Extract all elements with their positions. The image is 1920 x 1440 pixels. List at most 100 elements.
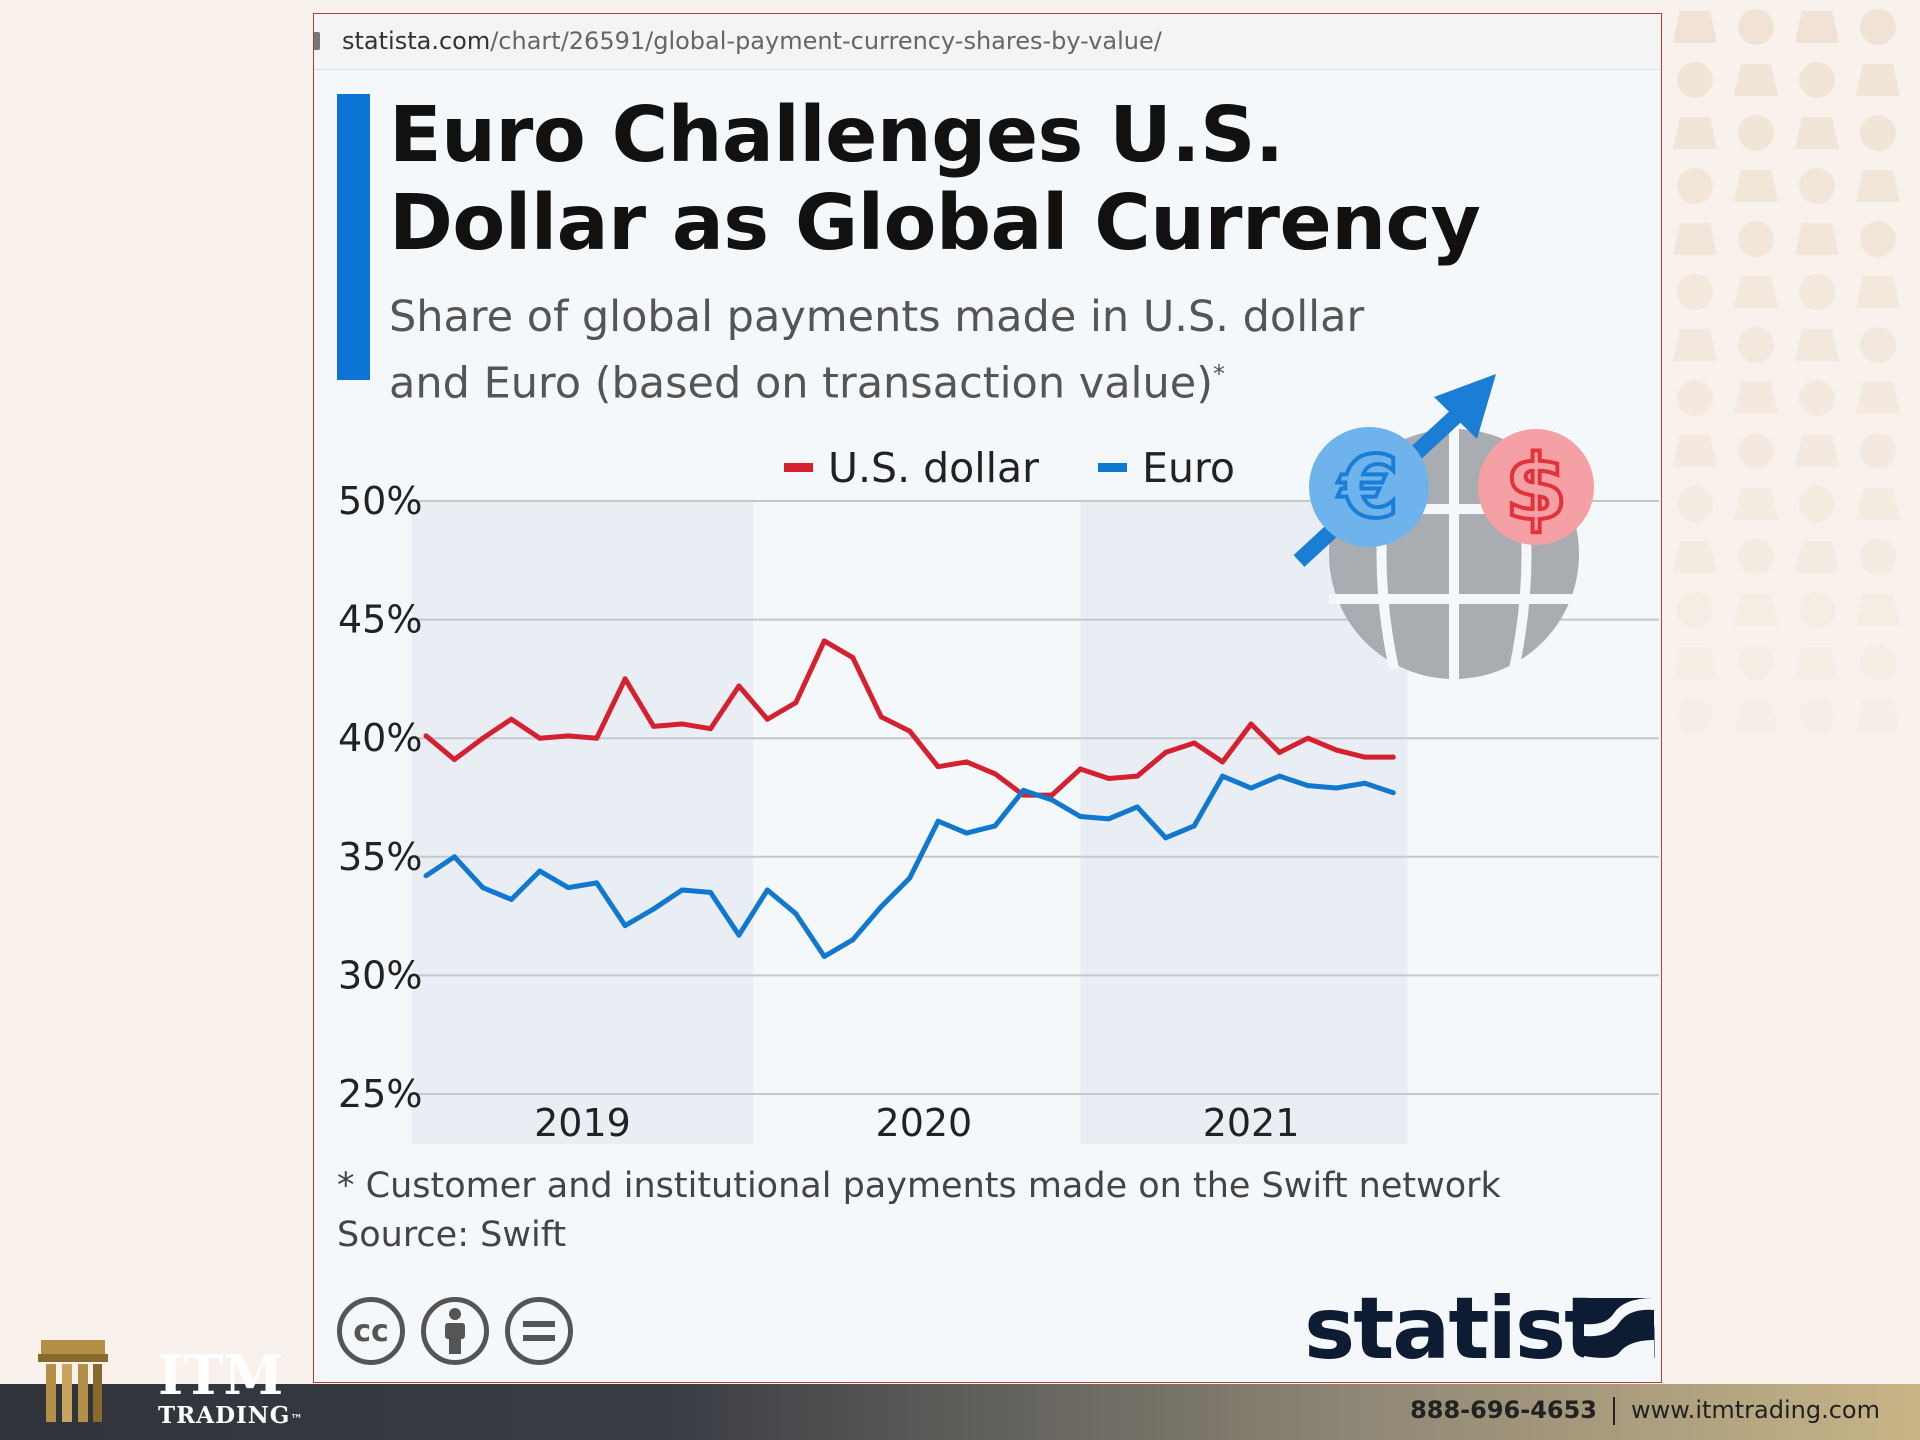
no-derivatives-icon[interactable] [505,1297,573,1365]
deco-bar [1734,170,1778,202]
deco-circle [1738,327,1774,363]
website-link[interactable]: www.itmtrading.com [1631,1396,1880,1424]
data-point-usd [1305,735,1311,741]
svg-text:€: € [1337,438,1399,538]
data-point-euro [1077,813,1083,819]
data-point-usd [764,716,770,722]
phone-number[interactable]: 888-696-4653 [1410,1396,1597,1424]
data-point-usd [1163,749,1169,755]
deco-circle [1860,327,1896,363]
data-point-usd [622,676,628,682]
data-point-euro [1020,787,1026,793]
data-point-usd [1277,749,1282,755]
data-point-euro [1248,785,1254,791]
deco-circle [1738,539,1774,575]
data-point-usd [1134,773,1140,779]
y-tick-label: 40% [338,716,422,760]
data-point-euro [1333,785,1339,791]
deco-bar [1856,594,1900,626]
deco-bar [1795,541,1839,573]
deco-bar [1856,382,1900,414]
data-point-euro [907,875,913,881]
data-point-euro [964,830,970,836]
deco-circle [1677,274,1713,310]
data-point-usd [1390,754,1396,760]
statista-logo[interactable]: statista [1304,1279,1661,1379]
deco-circle [1799,698,1835,734]
deco-bar [1734,488,1778,520]
deco-circle [1860,221,1896,257]
data-point-usd [423,733,429,739]
attribution-icon[interactable] [421,1297,489,1365]
deco-bar [1673,647,1717,679]
data-point-euro [423,873,429,879]
data-point-euro [594,880,600,886]
data-point-euro [878,904,884,910]
deco-circle [1677,592,1713,628]
globe-euro-dollar-icon: € $ [1293,374,1594,679]
data-point-usd [679,721,685,727]
data-point-usd [1362,754,1368,760]
deco-bar [1795,223,1839,255]
data-point-usd [992,771,998,777]
data-point-usd [594,735,600,741]
cc-icon[interactable]: cc [337,1297,405,1365]
deco-bar [1795,435,1839,467]
data-point-usd [850,655,856,661]
data-point-euro [935,818,941,824]
data-point-usd [1220,759,1226,765]
chart-subtitle: Share of global payments made in U.S. do… [389,292,1365,409]
deco-circle [1799,274,1835,310]
data-point-usd [480,735,486,741]
deco-bar [1673,541,1717,573]
data-point-usd [1333,747,1339,753]
deco-circle [1677,168,1713,204]
data-point-usd [1077,766,1083,772]
data-point-usd [1191,740,1197,746]
legend-item-usd: U.S. dollar [784,444,1039,492]
y-tick-label: 35% [338,835,422,879]
data-point-usd [935,764,941,770]
data-point-euro [1134,804,1140,810]
deco-bar [1856,700,1900,732]
url-text[interactable]: statista.com/chart/26591/global-payment-… [342,27,1162,55]
data-point-usd [451,757,457,763]
y-tick-label: 45% [338,598,422,642]
source-text: Source: Swift [337,1215,567,1255]
deco-circle [1860,539,1896,575]
lock-icon [314,32,320,50]
title-accent-bar [337,94,370,380]
itm-trading-logo[interactable]: ITM TRADING™ [38,1340,302,1440]
data-point-euro [622,923,628,929]
deco-circle [1860,433,1896,469]
footer-divider [1613,1397,1615,1425]
data-point-euro [1191,823,1197,829]
deco-circle [1738,221,1774,257]
data-point-usd [565,733,571,739]
deco-bar [1856,488,1900,520]
data-point-usd [1106,776,1112,782]
deco-bar [1673,223,1717,255]
statista-mark-icon [1584,1298,1654,1368]
data-point-usd [1049,792,1055,798]
data-point-euro [651,906,657,912]
deco-bar [1734,276,1778,308]
data-point-usd [736,683,742,689]
browser-url-bar[interactable]: statista.com/chart/26591/global-payment-… [314,14,1661,70]
deco-bar [1673,11,1717,43]
footer-contact: 888-696-4653 www.itmtrading.com [1410,1396,1880,1425]
chart-footnote: * Customer and institutional payments ma… [337,1162,1501,1260]
data-point-usd [537,735,543,741]
deco-bar [1734,594,1778,626]
deco-bar [1734,64,1778,96]
data-point-usd [1248,721,1254,727]
data-point-euro [850,937,856,943]
data-point-euro [1106,816,1112,822]
deco-bar [1673,117,1717,149]
chart-title: Euro Challenges U.S. Dollar as Global Cu… [389,91,1481,268]
deco-bar [1856,276,1900,308]
data-point-euro [708,889,713,895]
data-point-euro [537,868,543,874]
x-tick-label: 2019 [534,1101,631,1144]
data-point-euro [1362,780,1368,786]
